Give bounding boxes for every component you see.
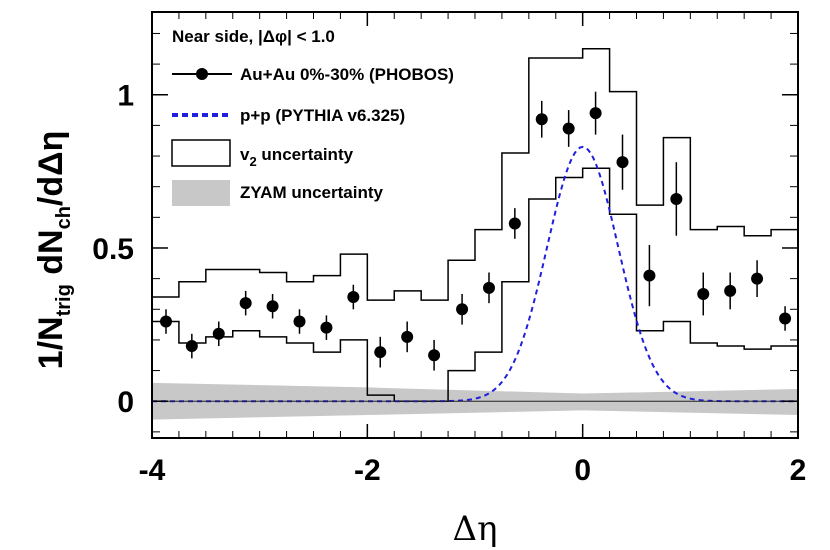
- y-tick-label: 0: [117, 386, 134, 419]
- ylabel-prefix: 1/N: [32, 316, 70, 369]
- data-point: [535, 113, 548, 126]
- ylabel-ch: ch: [53, 206, 75, 229]
- legend-v2-v: v: [240, 145, 250, 164]
- legend-zyam-label: ZYAM uncertainty: [240, 183, 384, 202]
- x-tick-label: -2: [354, 454, 381, 487]
- data-point: [239, 297, 252, 310]
- x-tick-label: 2: [790, 454, 807, 487]
- data-point: [456, 303, 469, 316]
- v2-band-lower: [152, 167, 798, 402]
- legend-phobos-marker: [196, 68, 208, 80]
- data-point: [401, 330, 414, 343]
- data-point: [616, 156, 629, 169]
- ylabel-middle: dN: [32, 229, 70, 284]
- data-point: [589, 107, 602, 120]
- data-point: [428, 349, 441, 362]
- legend-v2-swatch: [171, 139, 231, 167]
- data-point: [508, 217, 521, 230]
- legend-v2-text: uncertainty: [257, 145, 354, 164]
- legend-v2-sub: 2: [249, 154, 256, 169]
- data-point: [670, 192, 683, 205]
- data-point: [374, 346, 387, 359]
- data-point: [212, 327, 225, 340]
- x-axis-label: Δη: [453, 509, 498, 549]
- data-point: [185, 340, 198, 353]
- y-tick-label: 1: [117, 80, 134, 113]
- legend-pythia-label: p+p (PYTHIA v6.325): [240, 106, 405, 125]
- data-point: [159, 315, 172, 328]
- y-tick-label: 0.5: [92, 233, 134, 266]
- ylabel-trig: trig: [53, 284, 75, 316]
- legend-phobos-label: Au+Au 0%-30% (PHOBOS): [240, 65, 454, 84]
- data-point: [320, 321, 333, 334]
- v2-band-upper: [152, 48, 798, 301]
- data-point: [347, 291, 360, 304]
- x-tick-label: -4: [139, 454, 166, 487]
- legend: Near side, |Δφ| < 1.0 Au+Au 0%-30% (PHOB…: [171, 27, 454, 206]
- x-tick-label: 0: [574, 454, 591, 487]
- data-point: [293, 315, 306, 328]
- data-point: [482, 281, 495, 294]
- y-axis-label: 1/Ntrig dNch/dΔη: [32, 131, 75, 370]
- pythia-curve: [152, 145, 798, 403]
- legend-zyam-swatch: [172, 180, 230, 206]
- legend-title: Near side, |Δφ| < 1.0: [172, 27, 335, 46]
- data-point: [697, 287, 710, 300]
- legend-v2-label: v2 uncertainty: [240, 145, 354, 169]
- data-point: [724, 284, 737, 297]
- ylabel-suffix: /dΔη: [32, 131, 70, 206]
- data-point: [643, 269, 656, 282]
- data-point: [751, 272, 764, 285]
- data-point: [562, 122, 575, 135]
- data-point: [779, 312, 792, 325]
- data-point: [266, 300, 279, 313]
